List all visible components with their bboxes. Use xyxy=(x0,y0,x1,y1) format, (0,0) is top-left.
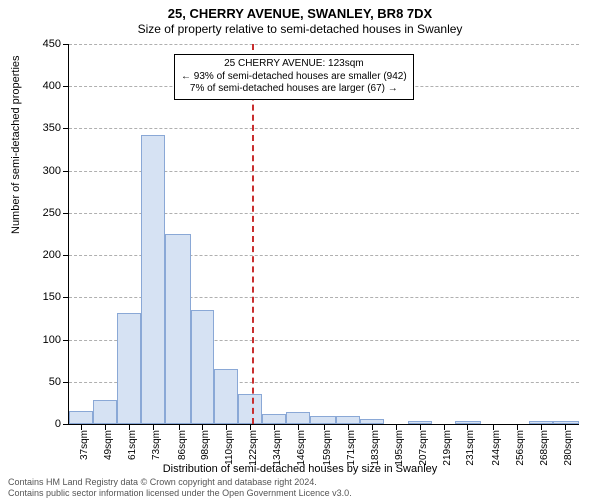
x-tick-label: 171sqm xyxy=(346,430,357,466)
annotation-line-3: 7% of semi-detached houses are larger (6… xyxy=(181,83,407,96)
y-tick xyxy=(63,424,69,425)
histogram-bar xyxy=(191,310,215,424)
histogram-bar xyxy=(117,313,141,424)
x-tick-label: 244sqm xyxy=(491,430,502,466)
x-tick-label: 207sqm xyxy=(418,430,429,466)
chart-title-main: 25, CHERRY AVENUE, SWANLEY, BR8 7DX xyxy=(0,6,600,21)
histogram-bar xyxy=(310,416,336,424)
annotation-line-1: 25 CHERRY AVENUE: 123sqm xyxy=(181,58,407,71)
y-tick-label: 200 xyxy=(43,249,61,261)
x-tick-label: 122sqm xyxy=(248,430,259,466)
x-tick-label: 268sqm xyxy=(539,430,550,466)
annotation-line-2: ← 93% of semi-detached houses are smalle… xyxy=(181,71,407,84)
histogram-bar xyxy=(238,394,262,424)
y-tick xyxy=(63,297,69,298)
annotation-box: 25 CHERRY AVENUE: 123sqm ← 93% of semi-d… xyxy=(174,54,414,100)
x-tick-label: 86sqm xyxy=(177,430,188,460)
histogram-bar xyxy=(286,412,310,424)
histogram-bar xyxy=(529,421,553,424)
y-tick-label: 0 xyxy=(55,418,61,430)
y-tick xyxy=(63,340,69,341)
x-tick-label: 61sqm xyxy=(127,430,138,460)
y-tick-label: 50 xyxy=(49,376,61,388)
histogram-bar xyxy=(336,416,360,424)
y-tick-label: 150 xyxy=(43,291,61,303)
histogram-bar xyxy=(262,414,286,424)
plot-wrapper: 05010015020025030035040045037sqm49sqm61s… xyxy=(68,44,578,424)
y-tick xyxy=(63,213,69,214)
x-tick-label: 73sqm xyxy=(151,430,162,460)
footer-line-1: Contains HM Land Registry data © Crown c… xyxy=(8,477,317,487)
x-tick-label: 134sqm xyxy=(272,430,283,466)
x-tick-label: 280sqm xyxy=(563,430,574,466)
gridline xyxy=(69,44,579,45)
y-tick xyxy=(63,171,69,172)
y-tick xyxy=(63,44,69,45)
x-tick-label: 219sqm xyxy=(442,430,453,466)
y-tick xyxy=(63,255,69,256)
x-tick-label: 231sqm xyxy=(465,430,476,466)
y-tick-label: 250 xyxy=(43,207,61,219)
histogram-bar xyxy=(455,421,481,424)
x-tick-label: 256sqm xyxy=(515,430,526,466)
y-tick-label: 350 xyxy=(43,122,61,134)
x-tick-label: 49sqm xyxy=(103,430,114,460)
histogram-bar xyxy=(214,369,238,424)
marker-line xyxy=(252,44,254,424)
x-tick-label: 183sqm xyxy=(370,430,381,466)
histogram-bar xyxy=(93,400,117,424)
y-tick-label: 300 xyxy=(43,165,61,177)
histogram-bar xyxy=(553,421,579,424)
histogram-bar xyxy=(165,234,191,424)
y-tick xyxy=(63,382,69,383)
chart-title-sub: Size of property relative to semi-detach… xyxy=(0,22,600,36)
x-tick-label: 37sqm xyxy=(79,430,90,460)
x-tick-label: 195sqm xyxy=(394,430,405,466)
gridline xyxy=(69,128,579,129)
histogram-bar xyxy=(69,411,93,424)
y-tick xyxy=(63,86,69,87)
y-axis-label: Number of semi-detached properties xyxy=(10,55,22,234)
x-tick-label: 110sqm xyxy=(224,430,235,465)
histogram-bar xyxy=(408,421,432,424)
y-tick-label: 450 xyxy=(43,38,61,50)
x-tick-label: 159sqm xyxy=(322,430,333,466)
histogram-bar xyxy=(141,135,165,424)
histogram-bar xyxy=(360,419,384,424)
y-tick-label: 400 xyxy=(43,80,61,92)
y-tick xyxy=(63,128,69,129)
y-tick-label: 100 xyxy=(43,334,61,346)
plot-area: 05010015020025030035040045037sqm49sqm61s… xyxy=(68,44,579,425)
x-tick-label: 98sqm xyxy=(200,430,211,460)
x-tick-label: 146sqm xyxy=(296,430,307,466)
x-axis-label: Distribution of semi-detached houses by … xyxy=(0,463,600,475)
footer-line-2: Contains public sector information licen… xyxy=(8,488,352,498)
